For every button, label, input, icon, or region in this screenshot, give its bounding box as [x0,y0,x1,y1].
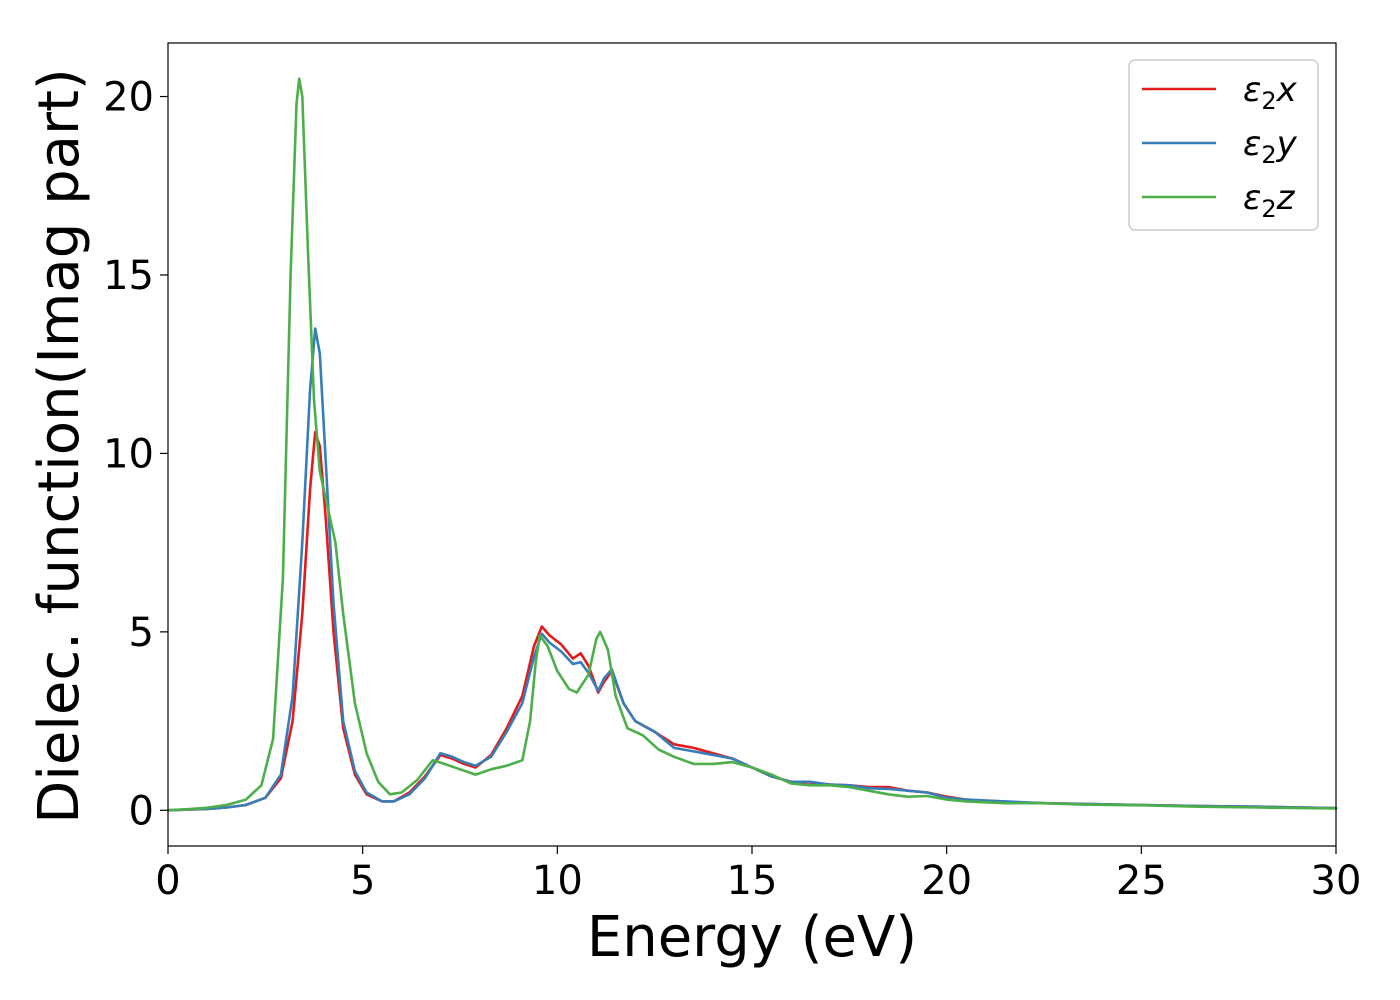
x-axis-label: Energy (eV) [587,905,917,970]
legend-label-x: ε2x [1243,70,1298,115]
x-axis-ticks: 0 5 10 15 20 25 30 [155,846,1361,904]
x-tick-label: 15 [727,858,778,904]
legend-box [1128,59,1319,231]
y-tick-label: 0 [129,788,154,834]
x-tick-label: 5 [350,858,375,904]
x-tick-label: 25 [1116,858,1167,904]
legend-label-y: ε2y [1243,124,1298,169]
legend-label-z: ε2z [1243,178,1296,223]
plot-frame [167,42,1337,847]
x-tick-label: 10 [532,858,583,904]
series-line-y [166,327,1338,812]
x-tick-label: 20 [921,858,972,904]
y-tick-label: 20 [103,75,154,121]
series-layer [166,77,1338,812]
x-tick-label: 30 [1311,858,1362,904]
y-tick-label: 15 [103,253,154,299]
y-axis-label: Dielec. function(Imag part) [27,68,92,824]
legend: ε2x ε2y ε2z [1128,59,1319,231]
y-tick-label: 10 [103,431,154,477]
series-line-z [166,77,1338,812]
y-axis-ticks: 0 5 10 15 20 [103,75,168,834]
x-tick-label: 0 [155,858,180,904]
y-tick-label: 5 [129,610,154,656]
